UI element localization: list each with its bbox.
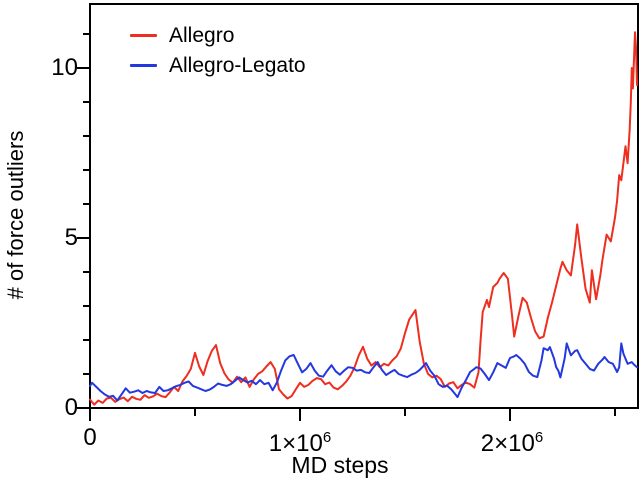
x-tick-label-1e6: 1×106: [268, 429, 332, 457]
series-allegro-legato: [89, 342, 638, 402]
y-tick-label-5: 5: [64, 224, 78, 251]
x-tick-label-2e6: 2×106: [480, 429, 544, 457]
x-tick-label-0: 0: [83, 424, 97, 451]
y-tick-label-0: 0: [64, 394, 78, 421]
y-axis-title: # of force outliers: [3, 130, 28, 300]
series-allegro: [89, 31, 638, 406]
x-axis-title: MD steps: [291, 452, 389, 478]
legend-line-allegro-legato: [130, 64, 157, 67]
y-tick-label-10: 10: [51, 54, 78, 81]
legend-label-allegro: Allegro: [169, 24, 235, 47]
legend-label-allegro-legato: Allegro-Legato: [169, 54, 306, 77]
legend-line-allegro: [130, 34, 157, 37]
plot-frame: [89, 3, 639, 409]
